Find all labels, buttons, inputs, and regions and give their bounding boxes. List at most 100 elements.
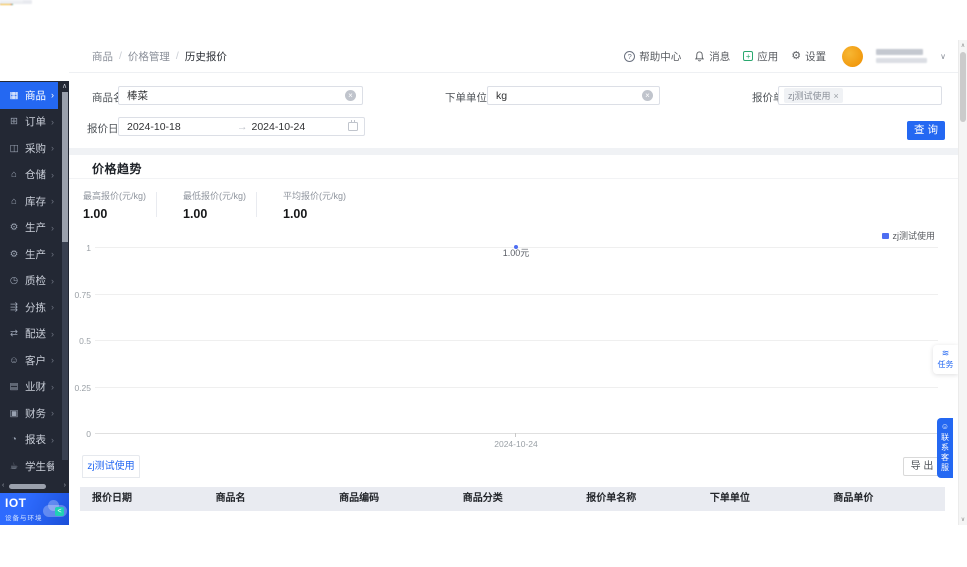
sidebar-item-customers[interactable]: ☺ 客户 › bbox=[9, 354, 54, 367]
stat-highest-quote: 最高报价(元/kg) 1.00 bbox=[83, 191, 147, 221]
sidebar-item-orders[interactable]: ⊞ 订单 › bbox=[0, 109, 58, 136]
chevron-right-icon: › bbox=[51, 90, 54, 101]
sidebar-item-production-1[interactable]: ⚙ 生产 › bbox=[9, 222, 54, 235]
sidebar-item-goods[interactable]: ▦ 商品 › bbox=[0, 82, 58, 109]
settings-label: 设置 bbox=[805, 50, 827, 63]
scroll-up-icon[interactable]: ∧ bbox=[960, 43, 966, 49]
y-tick-label: 0.75 bbox=[74, 290, 91, 300]
chevron-right-icon: › bbox=[51, 116, 54, 127]
sidebar-item-sorting[interactable]: ⇶ 分拣 › bbox=[0, 294, 58, 321]
sidebar-scrollbar[interactable] bbox=[62, 92, 68, 460]
chevron-right-icon: › bbox=[51, 434, 54, 445]
sidebar-hscroll-thumb[interactable] bbox=[9, 484, 46, 489]
sidebar-scroll-up-icon[interactable]: ∧ bbox=[61, 83, 68, 90]
chevron-right-icon: › bbox=[51, 302, 54, 313]
chart-legend[interactable]: zj测试使用 bbox=[881, 229, 935, 242]
warehouse-icon: ⌂ bbox=[11, 169, 17, 181]
clear-icon[interactable]: × bbox=[345, 90, 356, 101]
scroll-down-icon[interactable]: ∨ bbox=[960, 517, 966, 523]
chevron-right-icon: › bbox=[51, 222, 54, 233]
calendar-icon[interactable] bbox=[348, 120, 358, 131]
customer-service-tab[interactable]: ☺ 联系客服 bbox=[937, 418, 953, 478]
meal-icon: ☕ bbox=[9, 460, 19, 472]
breadcrumb-goods[interactable]: 商品 bbox=[92, 50, 113, 63]
sidebar-item-inventory[interactable]: ⌂ 库存 › bbox=[0, 188, 58, 215]
chevron-right-icon: › bbox=[51, 408, 54, 419]
apps-button[interactable]: + 应用 bbox=[743, 49, 778, 64]
sidebar-item-quality[interactable]: ◷ 质检 › bbox=[9, 275, 54, 288]
settings-button[interactable]: ⚙ 设置 bbox=[791, 49, 826, 64]
data-point bbox=[514, 245, 518, 249]
date-range-input[interactable]: 2024-10-18 → 2024-10-24 bbox=[118, 117, 365, 136]
sidebar-horizontal-scrollbar[interactable]: ‹ › bbox=[0, 482, 69, 490]
customer-icon: ☺ bbox=[9, 354, 19, 366]
apps-icon: + bbox=[743, 51, 754, 61]
filter-card: 商品名 棒菜 × 下单单位 kg × 报价单 zj测试使用 × 报价日期 202… bbox=[69, 73, 958, 148]
chevron-right-icon: › bbox=[51, 381, 54, 392]
gridline bbox=[95, 387, 938, 388]
search-button[interactable]: 查 询 bbox=[907, 121, 945, 140]
sidebar-item-business-finance[interactable]: ▤ 业财 › bbox=[9, 381, 55, 394]
chevron-right-icon: › bbox=[51, 143, 54, 154]
y-tick-label: 0.25 bbox=[74, 383, 91, 393]
scroll-right-icon[interactable]: › bbox=[63, 482, 66, 489]
production-icon: ⚙ bbox=[9, 248, 19, 260]
sidebar-item-finance[interactable]: ▣ 财务 › bbox=[9, 407, 55, 420]
scroll-left-icon[interactable]: ‹ bbox=[2, 482, 5, 489]
iot-subtitle: 设备与环境 bbox=[5, 515, 43, 522]
quote-sheet-tag: zj测试使用 × bbox=[784, 88, 843, 103]
tab-quote-sheet[interactable]: zj测试使用 bbox=[82, 455, 140, 478]
unit-input[interactable]: kg × bbox=[487, 86, 660, 105]
sidebar-item-purchasing[interactable]: ◫ 采购 › bbox=[9, 142, 55, 155]
y-tick-label: 1 bbox=[86, 243, 91, 253]
messages-button[interactable]: 消息 bbox=[694, 49, 730, 64]
stat-lowest-quote: 最低报价(元/kg) 1.00 bbox=[183, 191, 247, 221]
column-quote-date: 报价日期 bbox=[92, 493, 132, 504]
quote-sheet-input[interactable]: zj测试使用 × bbox=[778, 86, 942, 105]
chevron-down-icon[interactable]: ∨ bbox=[940, 51, 946, 61]
help-center-button[interactable]: ? 帮助中心 bbox=[624, 49, 681, 64]
sidebar-item-delivery[interactable]: ⇄ 配送 › bbox=[0, 321, 58, 348]
divider bbox=[69, 178, 958, 179]
clear-icon[interactable]: × bbox=[642, 90, 653, 101]
iot-panel[interactable]: < IOT 设备与环境 bbox=[0, 493, 69, 525]
share-icon: < bbox=[55, 507, 64, 516]
avatar[interactable] bbox=[842, 45, 864, 67]
report-icon: ◔ bbox=[11, 434, 17, 446]
quality-icon: ◷ bbox=[9, 275, 19, 287]
sidebar-scrollbar-thumb[interactable] bbox=[62, 92, 68, 242]
product-name-input[interactable]: 棒菜 × bbox=[118, 86, 363, 105]
task-widget[interactable]: ≋ 任务 bbox=[933, 345, 958, 374]
chevron-right-icon: › bbox=[51, 196, 54, 207]
quote-sheet-label: 报价单 bbox=[752, 92, 784, 104]
quotes-table-header: 报价日期 商品名 商品编码 商品分类 报价单名称 下单单位 商品单价 bbox=[80, 487, 945, 511]
x-axis-line bbox=[95, 433, 938, 434]
bell-icon bbox=[695, 50, 705, 61]
sidebar-item-student-meals[interactable]: ☕ 学生餐 bbox=[9, 460, 54, 473]
chevron-right-icon: › bbox=[51, 249, 54, 260]
page-scrollbar[interactable]: ∧ ∨ bbox=[958, 40, 967, 525]
layers-icon: ≋ bbox=[941, 348, 950, 358]
export-button[interactable]: 导 出 bbox=[903, 457, 941, 476]
chevron-right-icon: › bbox=[51, 275, 54, 286]
breadcrumb-separator: / bbox=[175, 50, 179, 62]
sidebar-item-reports[interactable]: ◔ 报表 › bbox=[0, 427, 58, 454]
sorting-icon: ⇶ bbox=[10, 301, 18, 313]
date-start-value: 2024-10-18 bbox=[127, 120, 181, 133]
breadcrumb-price-management[interactable]: 价格管理 bbox=[127, 50, 170, 63]
sidebar-item-warehouse[interactable]: ⌂ 仓储 › bbox=[0, 162, 58, 189]
price-trend-card: 价格趋势 最高报价(元/kg) 1.00 最低报价(元/kg) 1.00 平均报… bbox=[69, 155, 958, 525]
finance-icon: ▣ bbox=[9, 407, 19, 419]
purchase-icon: ◫ bbox=[9, 142, 19, 154]
breadcrumb-separator: / bbox=[119, 50, 122, 62]
sidebar-item-production-2[interactable]: ⚙ 生产 › bbox=[9, 248, 54, 261]
stat-average-quote: 平均报价(元/kg) 1.00 bbox=[283, 191, 347, 221]
tag-close-icon[interactable]: × bbox=[833, 90, 839, 101]
user-name-redacted bbox=[876, 49, 928, 63]
page-scrollbar-thumb[interactable] bbox=[960, 52, 966, 122]
column-product-name: 商品名 bbox=[215, 493, 246, 504]
column-sheet-name: 报价单名称 bbox=[586, 493, 637, 504]
breadcrumb-history-quotes: 历史报价 bbox=[184, 50, 227, 63]
legend-swatch bbox=[881, 232, 889, 239]
